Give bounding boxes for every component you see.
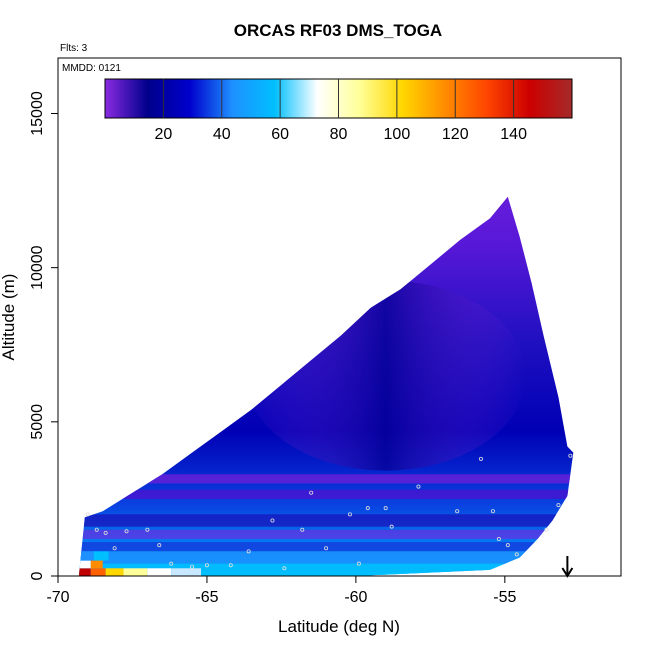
y-tick-label: 0 (29, 571, 46, 580)
y-tick-label: 10000 (29, 245, 46, 290)
heat-cell (105, 568, 124, 576)
heat-band (78, 489, 574, 499)
flights-annotation: Flts: 3 (60, 43, 88, 54)
sample-point (145, 527, 150, 532)
y-tick-label: 15000 (29, 91, 46, 136)
heat-band (78, 474, 574, 484)
colorbar-tick-label: 100 (384, 126, 411, 143)
x-tick-label: -55 (493, 589, 516, 606)
heat-cell (90, 568, 106, 576)
colorbar-tick-label: 80 (330, 126, 348, 143)
sample-point (190, 564, 195, 569)
sample-point (455, 509, 460, 514)
x-axis: -70 -65 -60 -55 (46, 575, 516, 606)
sample-point (157, 543, 162, 548)
sample-point (356, 561, 361, 566)
sample-point (490, 509, 495, 514)
heat-core (245, 280, 526, 471)
colorbar-tick-label: 40 (213, 126, 231, 143)
heat-band (78, 571, 574, 576)
colorbar-tick-label: 20 (154, 126, 172, 143)
sample-point (112, 546, 117, 551)
arrow-head (561, 567, 574, 578)
sample-point (124, 529, 129, 534)
colorbar-tick-label: 140 (500, 126, 527, 143)
x-tick-label: -65 (195, 589, 218, 606)
sample-point (103, 530, 108, 535)
sample-point (324, 546, 329, 551)
sample-point (204, 563, 209, 568)
sample-point (246, 549, 251, 554)
sample-point (228, 563, 233, 568)
heat-band (78, 563, 574, 572)
heat-cell (93, 551, 109, 561)
sample-point (282, 566, 287, 571)
sample-point (496, 537, 501, 542)
sample-point (416, 484, 421, 489)
sample-point (270, 518, 275, 523)
x-tick-label: -70 (46, 589, 69, 606)
x-tick-label: -60 (344, 589, 367, 606)
heat-cell (78, 551, 94, 561)
sample-points (85, 453, 573, 571)
heat-cell (147, 568, 172, 576)
arrow-marker (561, 556, 574, 578)
sample-point (544, 527, 549, 532)
y-axis: 0 5000 10000 15000 (29, 91, 59, 580)
heat-cell (90, 560, 103, 569)
heat-cell (78, 560, 91, 569)
date-annotation: MMDD: 0121 (62, 63, 121, 74)
sample-point (514, 552, 519, 557)
heat-band (78, 514, 574, 527)
sample-point (383, 506, 388, 511)
heat-band (78, 529, 574, 539)
heat-band (78, 542, 574, 552)
colorbar-tick-label: 60 (271, 126, 289, 143)
chart-title: ORCAS RF03 DMS_TOGA (234, 21, 442, 40)
sample-point (478, 456, 483, 461)
heat-cell (171, 568, 201, 576)
sample-point (94, 527, 99, 532)
heat-cell (78, 568, 91, 576)
sample-point (568, 453, 573, 458)
heat-cell (123, 568, 148, 576)
sample-point (85, 512, 90, 517)
sample-point (365, 506, 370, 511)
colorbar: 20 40 60 80 100 120 140 (104, 78, 573, 143)
sample-point (389, 524, 394, 529)
sample-point (169, 561, 174, 566)
sample-point (556, 503, 561, 508)
y-tick-label: 5000 (29, 404, 46, 440)
sample-point (347, 512, 352, 517)
sample-point (505, 543, 510, 548)
sample-point (300, 527, 305, 532)
y-axis-label: Altitude (m) (0, 274, 18, 361)
sample-point (309, 490, 314, 495)
heat-band (78, 551, 574, 564)
colorbar-tick-label: 120 (442, 126, 469, 143)
x-axis-label: Latitude (deg N) (278, 617, 400, 636)
